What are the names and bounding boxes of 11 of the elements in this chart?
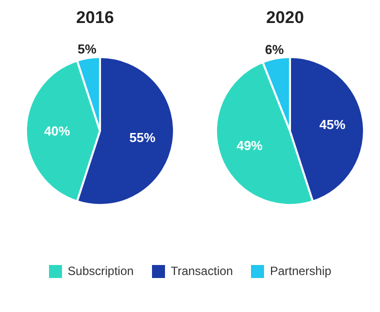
legend-label: Partnership (270, 264, 332, 278)
legend-label: Subscription (68, 264, 134, 278)
data-label: 45% (319, 116, 346, 132)
data-label: 49% (236, 138, 264, 154)
data-label: 6% (265, 42, 284, 57)
data-label: 55% (129, 130, 156, 146)
data-label: 40% (44, 124, 71, 138)
chart-title: 2020 (265, 7, 305, 29)
legend-label: Transaction (170, 264, 233, 278)
chart-title: 2016 (75, 7, 115, 29)
data-label: 5% (78, 42, 97, 57)
